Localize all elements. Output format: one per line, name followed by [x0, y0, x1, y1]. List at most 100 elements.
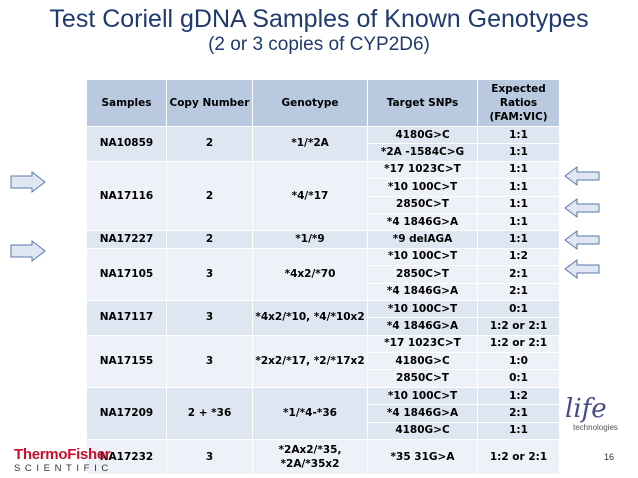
ratio-cell: 1:1	[477, 178, 560, 197]
genotype-cell: *1/*2A	[252, 126, 368, 162]
left-arrow-icon	[564, 198, 600, 218]
header-target-snps: Target SNPs	[367, 79, 478, 127]
target-snp-cell: *9 delAGA	[367, 230, 478, 249]
ratio-cell: 1:0	[477, 352, 560, 371]
table-row: 4180G>C 1:1	[87, 421, 560, 441]
thermo-fisher-logo: ThermoFisher SCIENTIFIC	[14, 447, 113, 475]
table-row: *10 100C>T 1:1	[87, 178, 560, 197]
ratio-cell: 1:1	[477, 125, 560, 145]
target-snp-cell: 2850C>T	[367, 369, 478, 388]
header-genotype: Genotype	[252, 79, 368, 127]
genotype-cell: *4x2/*70	[252, 247, 368, 301]
copy-number-cell: 2	[166, 160, 253, 232]
target-snp-cell: 2850C>T	[367, 265, 478, 284]
table-row: *4 1846G>A 2:1	[87, 282, 560, 301]
header-copy-number: Copy Number	[166, 79, 253, 127]
genotype-cell: *2x2/*17, *2/*17x2	[252, 334, 368, 388]
copy-number-cell: 2	[166, 230, 253, 249]
copy-number-cell: 3	[166, 247, 253, 301]
target-snp-cell: *4 1846G>A	[367, 212, 478, 232]
life-technologies-logo: life technologies	[565, 396, 618, 432]
ratio-cell: 1:2	[477, 247, 560, 267]
sample-cell: NA17227	[86, 230, 167, 249]
genotype-cell: *1/*4-*36	[252, 386, 368, 441]
genotype-cell: *1/*9	[252, 230, 368, 249]
thermo-fisher-wordmark: ThermoFisher	[14, 446, 111, 463]
table-row: NA17155 3 *2x2/*17, *2/*17x2 *17 1023C>T…	[86, 334, 560, 388]
target-snp-cell: *10 100C>T	[367, 299, 478, 319]
target-snp-cell: 4180G>C	[367, 125, 478, 145]
target-snp-cell: 4180G>C	[367, 421, 478, 441]
sample-cell: NA17209	[86, 386, 167, 441]
table-row: *4 1846G>A 2:1	[87, 404, 560, 423]
ratio-cell: 2:1	[477, 282, 560, 301]
target-snp-cell: *10 100C>T	[367, 247, 478, 267]
sample-cell: NA17155	[86, 334, 167, 388]
header-expected-ratios: Expected Ratios (FAM:VIC)	[477, 79, 560, 127]
target-snp-cell: 2850C>T	[367, 195, 478, 214]
life-logo-tagline: technologies	[573, 423, 618, 432]
target-snp-cell: *17 1023C>T	[367, 160, 478, 180]
slide-subtitle: (2 or 3 copies of CYP2D6)	[208, 34, 430, 55]
life-logo-wordmark: life	[565, 394, 607, 424]
genotype-table: Samples Copy Number Genotype Target SNPs…	[86, 79, 560, 476]
ratio-cell: 1:1	[477, 143, 560, 162]
target-snp-cell: *10 100C>T	[367, 386, 478, 406]
thermo-fisher-tagline: SCIENTIFIC	[14, 463, 113, 474]
target-snp-cell: *4 1846G>A	[367, 282, 478, 301]
genotype-cell: *4/*17	[252, 160, 368, 232]
page-number: 16	[604, 452, 615, 462]
copy-number-cell: 3	[166, 439, 253, 476]
genotype-cell: *2Ax2/*35, *2A/*35x2	[252, 439, 368, 476]
target-snp-cell: *10 100C>T	[367, 178, 478, 197]
table-header-row: Samples Copy Number Genotype Target SNPs…	[86, 79, 560, 127]
ratio-cell: 1:2 or 2:1	[477, 317, 560, 336]
copy-number-cell: 2 + *36	[166, 386, 253, 441]
right-arrow-icon	[10, 171, 46, 193]
ratio-cell: 1:1	[477, 160, 560, 180]
sample-cell: NA10859	[86, 126, 167, 162]
header-samples: Samples	[86, 79, 167, 127]
table-row: *2A -1584C>G 1:1	[87, 143, 560, 162]
target-snp-cell: 4180G>C	[367, 352, 478, 371]
copy-number-cell: 3	[166, 299, 253, 336]
left-arrow-icon	[564, 259, 600, 279]
ratio-cell: 0:1	[477, 369, 560, 388]
sample-cell: NA17232	[86, 439, 167, 476]
target-snp-cell: *4 1846G>A	[367, 404, 478, 423]
ratio-cell: 1:1	[477, 212, 560, 232]
genotype-cell: *4x2/*10, *4/*10x2	[252, 299, 368, 336]
slide-title: Test Coriell gDNA Samples of Known Genot…	[49, 5, 589, 33]
ratio-cell: 1:2 or 2:1	[477, 439, 560, 476]
table-row: 2850C>T 0:1	[87, 369, 560, 388]
sample-cell: NA17117	[86, 299, 167, 336]
ratio-cell: 1:2	[477, 386, 560, 406]
table-row: NA17116 2 *4/*17 *17 1023C>T 1:1	[86, 160, 560, 232]
table-row: NA17105 3 *4x2/*70 *10 100C>T 1:2	[86, 247, 560, 301]
ratio-cell: 0:1	[477, 299, 560, 319]
left-arrow-icon	[564, 230, 600, 250]
table-row: NA17209 2 + *36 *1/*4-*36 *10 100C>T 1:2	[86, 386, 560, 441]
table-row: 2850C>T 2:1	[87, 265, 560, 284]
ratio-cell: 1:1	[477, 421, 560, 441]
sample-cell: NA17105	[86, 247, 167, 301]
table-row: 4180G>C 1:0	[87, 352, 560, 371]
copy-number-cell: 3	[166, 334, 253, 388]
ratio-cell: 1:2 or 2:1	[477, 334, 560, 354]
target-snp-cell: *35 31G>A	[367, 439, 478, 476]
copy-number-cell: 2	[166, 126, 253, 162]
ratio-cell: 1:1	[477, 230, 560, 249]
target-snp-cell: *2A -1584C>G	[367, 143, 478, 162]
table-row: NA17117 3 *4x2/*10, *4/*10x2 *10 100C>T …	[86, 299, 560, 336]
target-snp-cell: *4 1846G>A	[367, 317, 478, 336]
table-row: 2850C>T 1:1	[87, 195, 560, 214]
left-arrow-icon	[564, 166, 600, 186]
ratio-cell: 2:1	[477, 265, 560, 284]
table-row: *4 1846G>A 1:2 or 2:1	[87, 317, 560, 336]
target-snp-cell: *17 1023C>T	[367, 334, 478, 354]
sample-cell: NA17116	[86, 160, 167, 232]
ratio-cell: 1:1	[477, 195, 560, 214]
table-row: NA17232 3 *2Ax2/*35, *2A/*35x2 *35 31G>A…	[86, 439, 560, 476]
table-row: NA10859 2 *1/*2A 4180G>C 1:1	[86, 125, 560, 162]
ratio-cell: 2:1	[477, 404, 560, 423]
